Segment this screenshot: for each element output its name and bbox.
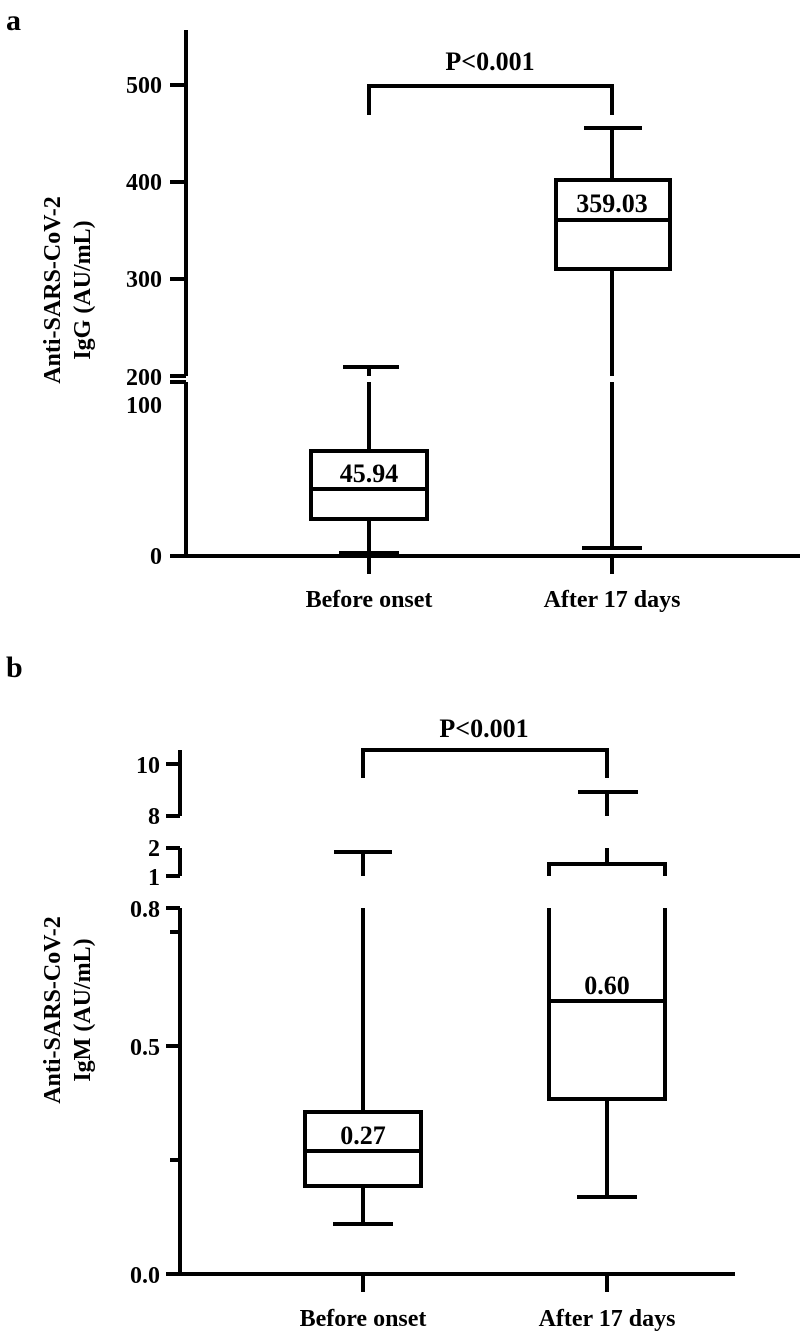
y-axis-label-line1: Anti-SARS-CoV-2	[40, 916, 66, 1104]
y-ticks-b: 10 8 2 1 0.8 0.5 0.0	[130, 753, 180, 1289]
box-iqr	[547, 908, 667, 1101]
median-label: 0.27	[340, 1121, 386, 1150]
y-axis-label-line1: Anti-SARS-CoV-2	[40, 196, 66, 384]
p-value-annotation: P<0.001	[445, 47, 534, 76]
tick-label: 300	[126, 267, 162, 293]
box-before-onset-a: 45.94	[309, 365, 429, 555]
tick-label: 200	[126, 365, 162, 391]
y-axis-label-line2: IgM (AU/mL)	[70, 938, 96, 1081]
panel-letter-b: b	[6, 651, 23, 684]
median-label: 359.03	[576, 189, 648, 218]
tick-label: 0	[150, 544, 162, 570]
tick-label: 10	[136, 753, 160, 779]
y-axis-label-line2: IgG (AU/mL)	[70, 220, 96, 359]
category-label: After 17 days	[539, 1306, 676, 1332]
tick-label: 8	[148, 804, 160, 830]
tick-label: 400	[126, 170, 162, 196]
box-after-17-days-b: 0.60	[547, 790, 667, 1199]
box-top-above-break	[547, 862, 667, 876]
panel-b: b 10 8 2 1 0.8 0.5 0.0 Anti-SARS-CoV-2	[6, 651, 735, 1332]
p-value-annotation: P<0.001	[439, 714, 528, 743]
tick-label: 0.5	[130, 1035, 160, 1061]
panel-letter-a: a	[6, 4, 21, 37]
median-label: 0.60	[584, 971, 630, 1000]
tick-label: 0.8	[130, 897, 160, 923]
significance-bracket	[367, 84, 614, 115]
tick-label: 100	[126, 393, 162, 419]
tick-label: 500	[126, 73, 162, 99]
median-label: 45.94	[340, 459, 399, 488]
box-iqr	[554, 178, 672, 271]
category-label: After 17 days	[544, 587, 681, 613]
tick-label: 0.0	[130, 1263, 160, 1289]
panel-a: a 500 400 300 200 100 0 Anti-SARS-CoV-2 …	[6, 4, 800, 613]
significance-bracket	[361, 748, 609, 778]
y-ticks-a: 500 400 300 200 100 0	[126, 73, 186, 570]
category-label: Before onset	[306, 587, 433, 613]
category-label: Before onset	[300, 1306, 427, 1332]
box-after-17-days-a: 359.03	[554, 126, 672, 550]
tick-label: 2	[148, 836, 160, 862]
box-before-onset-b: 0.27	[303, 850, 423, 1226]
tick-label: 1	[148, 865, 160, 891]
